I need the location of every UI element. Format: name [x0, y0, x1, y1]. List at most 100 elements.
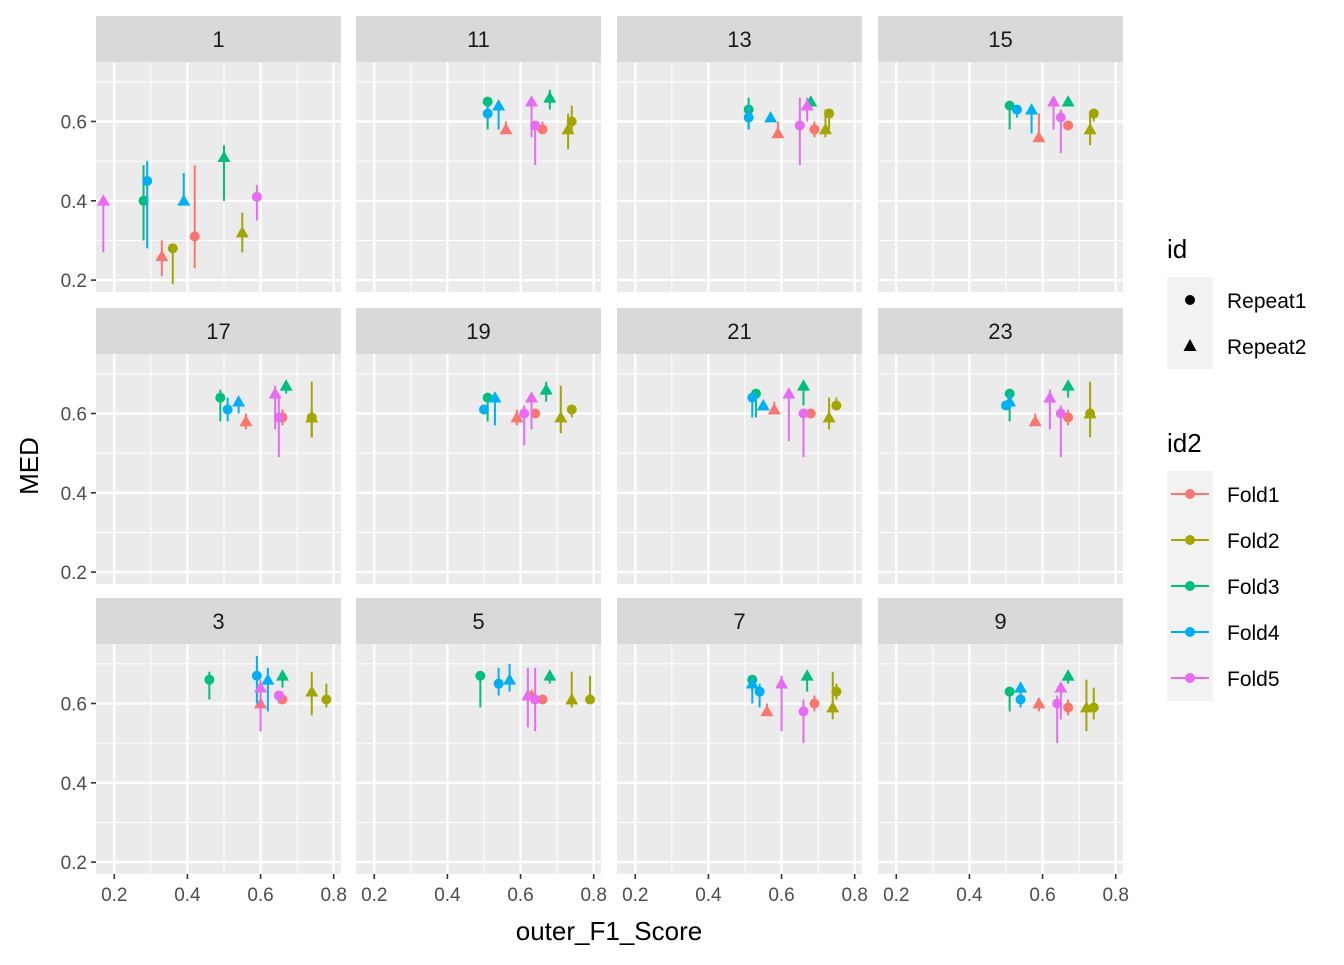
data-point-circle [1004, 100, 1015, 111]
facet-panel-17: 17 0.2 0.4 0.6 [61, 308, 341, 584]
data-point-triangle [1083, 406, 1097, 419]
legend-key-point [1185, 673, 1195, 683]
data-point-circle [798, 706, 809, 717]
data-point-circle [493, 678, 504, 689]
data-point-circle [805, 408, 816, 419]
data-point-circle [251, 670, 262, 681]
panel-background [878, 62, 1123, 292]
data-point-triangle [1043, 391, 1057, 403]
data-point-circle [478, 404, 489, 415]
data-point-triangle [1047, 95, 1061, 107]
facet-strip-label: 15 [988, 27, 1012, 52]
y-axis-tick-label: 0.2 [61, 853, 87, 874]
x-axis-tick-label: 0.2 [622, 885, 648, 906]
data-point-triangle [1025, 103, 1039, 115]
facet-panel-19: 19 [356, 308, 601, 584]
y-axis-tick-label: 0.6 [61, 694, 87, 715]
data-point-circle [1063, 120, 1074, 131]
x-axis-tick-label: 0.4 [695, 885, 722, 906]
legend-key-point [1185, 627, 1195, 637]
data-point-triangle [822, 410, 836, 423]
x-axis-tick-label: 0.2 [883, 885, 909, 906]
data-point-triangle [764, 111, 778, 123]
data-point-triangle [279, 379, 293, 391]
data-point-triangle [775, 677, 789, 689]
data-point-triangle [1061, 95, 1075, 107]
data-point-triangle [155, 249, 169, 262]
data-point-triangle [275, 669, 289, 681]
facet-strip-label: 1 [212, 27, 224, 52]
legend-label-repeat2: Repeat2 [1227, 336, 1306, 359]
panel-background [356, 62, 601, 292]
data-point-triangle [305, 685, 319, 697]
panel-background [96, 354, 341, 584]
data-point-triangle [782, 387, 796, 399]
data-point-circle [167, 243, 178, 254]
x-axis-title: outer_F1_Score [516, 916, 702, 946]
data-point-circle [475, 670, 486, 681]
facet-strip [356, 598, 601, 644]
data-point-circle [321, 694, 332, 705]
legend-label-fold5: Fold5 [1227, 668, 1280, 691]
data-point-triangle [543, 669, 557, 681]
data-point-circle [798, 408, 809, 419]
facet-strip-label: 23 [988, 319, 1012, 344]
data-point-triangle [539, 383, 553, 395]
data-point-triangle [521, 689, 535, 701]
x-axis-tick-label: 0.6 [507, 885, 533, 906]
legend-title-id2: id2 [1167, 428, 1202, 458]
y-axis-tick-label: 0.6 [61, 404, 87, 425]
data-point-circle [824, 108, 835, 119]
legend-title-id: id [1167, 234, 1187, 264]
legend-key-point [1185, 535, 1195, 545]
data-point-circle [189, 231, 200, 242]
facet-strip [356, 16, 601, 62]
data-point-triangle [492, 99, 506, 111]
data-point-triangle [1054, 681, 1068, 693]
data-point-circle [566, 404, 577, 415]
x-axis-tick-label: 0.8 [320, 885, 346, 906]
data-point-circle [1055, 408, 1066, 419]
data-point-circle [138, 195, 149, 206]
x-axis-tick-label: 0.6 [768, 885, 794, 906]
data-point-circle [754, 686, 765, 697]
x-axis-tick-label: 0.2 [101, 885, 127, 906]
x-axis-tick-label: 0.6 [1029, 885, 1055, 906]
facet-panel-3: 3 0.2 0.4 0.6 0.2 0.4 0.6 0.8 [61, 598, 347, 906]
panel-background [878, 354, 1123, 584]
data-point-circle [530, 694, 541, 705]
data-point-circle [537, 694, 548, 705]
facet-strip [96, 308, 341, 354]
legend-label-fold3: Fold3 [1227, 576, 1280, 599]
facet-strip-label: 7 [733, 609, 745, 634]
x-axis-tick-label: 0.4 [956, 885, 983, 906]
facet-strip [878, 16, 1123, 62]
y-axis-tick-label: 0.4 [61, 192, 88, 213]
legend: id Repeat1 Repeat2 id2 Fold1 Fold2 Fold3 Fold4 F… [1167, 234, 1306, 701]
data-point-triangle [543, 91, 557, 103]
data-point-circle [537, 124, 548, 135]
data-point-triangle [1061, 379, 1075, 391]
facet-panel-11: 11 [356, 16, 601, 292]
facet-strip [878, 308, 1123, 354]
data-point-triangle [565, 693, 579, 705]
facet-strip [96, 598, 341, 644]
data-point-triangle [826, 700, 840, 713]
data-point-circle [1011, 104, 1022, 115]
data-point-triangle [235, 226, 249, 238]
facet-panel-5: 5 0.2 0.4 0.6 0.8 [356, 598, 607, 906]
data-point-triangle [561, 122, 575, 135]
facet-strip [96, 16, 341, 62]
facet-panel-21: 21 [617, 308, 862, 584]
data-point-triangle [771, 126, 785, 139]
data-point-circle [794, 120, 805, 131]
x-axis-tick-label: 0.2 [361, 885, 387, 906]
y-axis-tick-label: 0.2 [61, 563, 87, 584]
legend-key-circle [1185, 295, 1195, 305]
data-point-triangle [177, 194, 191, 206]
data-point-triangle [756, 399, 770, 411]
data-point-circle [215, 392, 226, 403]
facet-strip-label: 21 [727, 319, 751, 344]
